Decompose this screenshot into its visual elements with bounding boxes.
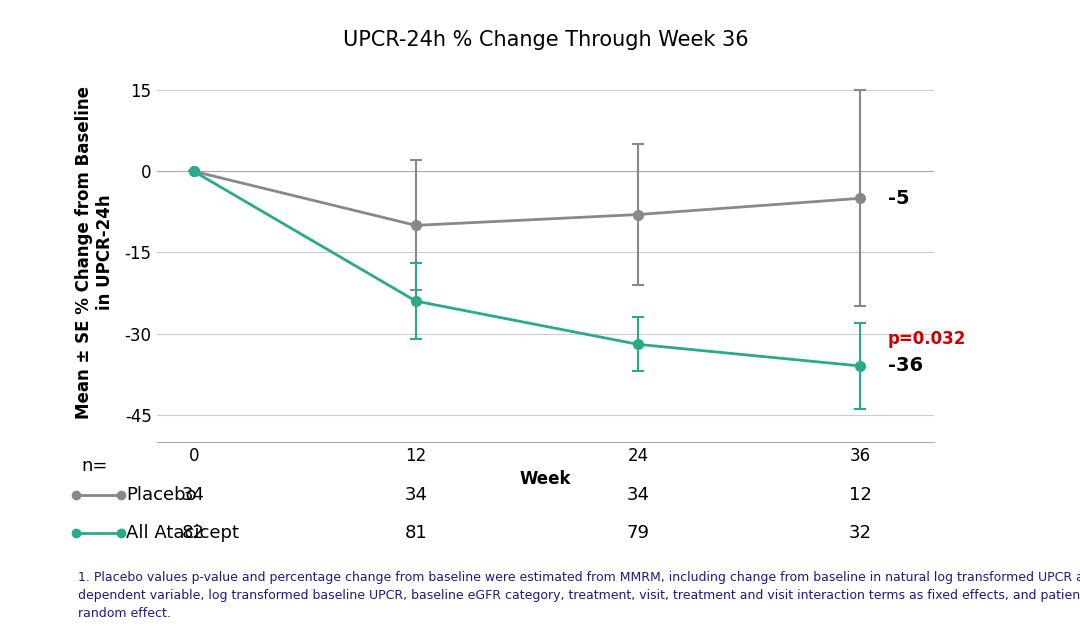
Text: 34: 34 xyxy=(626,487,649,504)
Text: n=: n= xyxy=(81,457,107,476)
X-axis label: Week: Week xyxy=(519,470,571,488)
Text: Placebo: Placebo xyxy=(126,487,197,504)
Text: 1. Placebo values p-value and percentage change from baseline were estimated fro: 1. Placebo values p-value and percentage… xyxy=(78,571,1080,620)
Text: -5: -5 xyxy=(888,189,909,208)
Text: 81: 81 xyxy=(404,524,428,542)
Text: p=0.032: p=0.032 xyxy=(888,330,967,348)
Text: 34: 34 xyxy=(404,487,428,504)
Text: 82: 82 xyxy=(183,524,205,542)
Text: 32: 32 xyxy=(849,524,872,542)
Text: 12: 12 xyxy=(849,487,872,504)
Y-axis label: Mean ± SE % Change from Baseline
in UPCR-24h: Mean ± SE % Change from Baseline in UPCR… xyxy=(75,86,113,419)
Text: -36: -36 xyxy=(888,357,923,375)
Text: 79: 79 xyxy=(626,524,649,542)
Text: All Atacicept: All Atacicept xyxy=(126,524,240,542)
Text: 34: 34 xyxy=(183,487,205,504)
Title: UPCR-24h % Change Through Week 36: UPCR-24h % Change Through Week 36 xyxy=(342,30,748,50)
